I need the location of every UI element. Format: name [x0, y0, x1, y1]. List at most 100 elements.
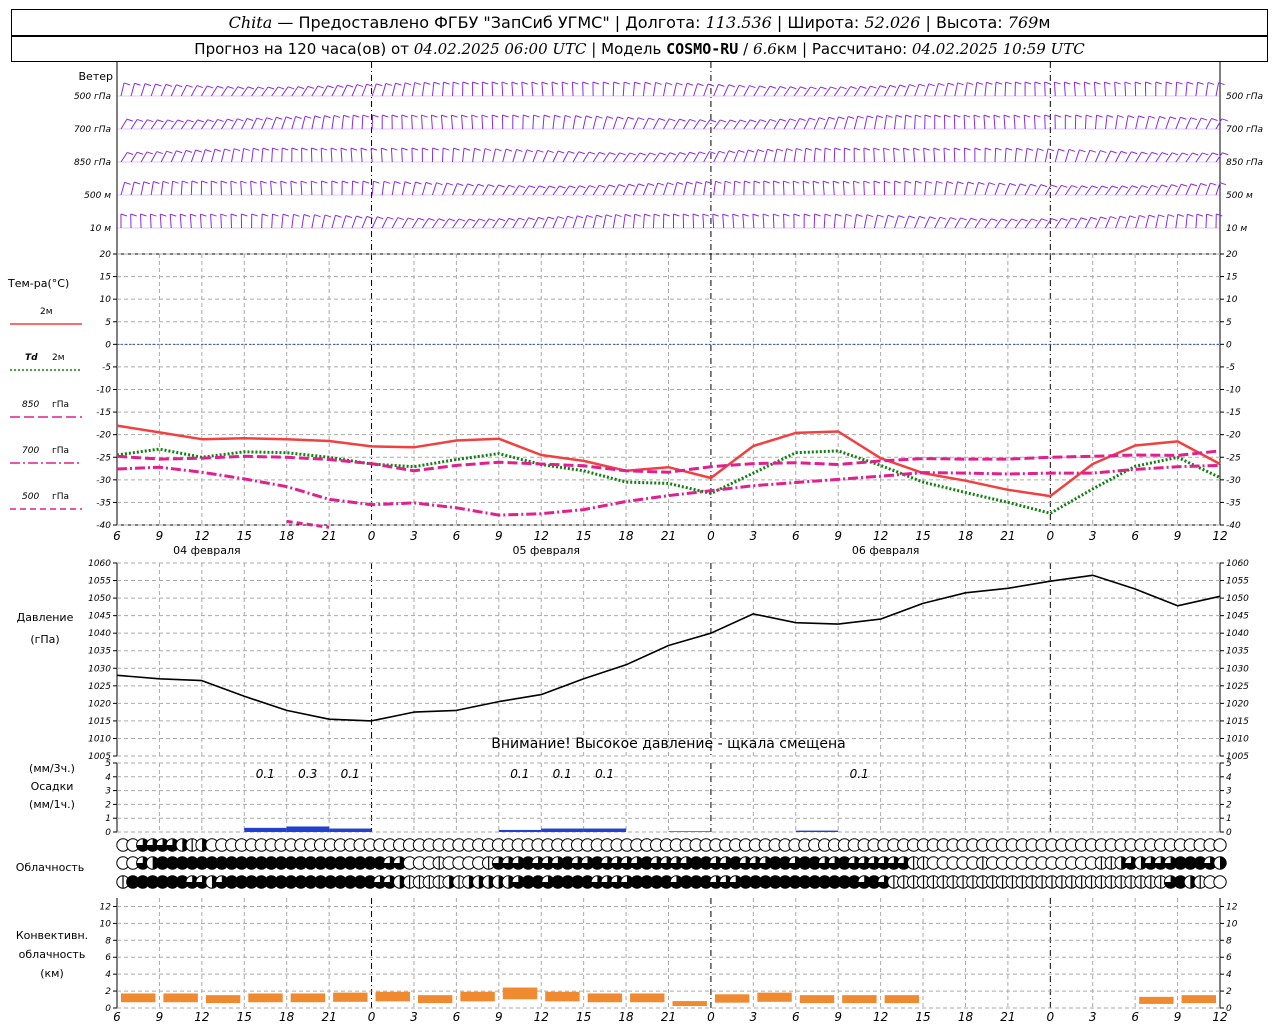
wind-barb: [341, 215, 347, 229]
cloud-fill: [680, 856, 693, 870]
wind-barb-flag: [606, 116, 614, 119]
wind-barb-flag: [634, 81, 641, 85]
conv-tick-left: 10: [100, 919, 112, 929]
cloud-fill: [719, 875, 733, 889]
cloud-fill: [591, 856, 604, 870]
wind-barb: [341, 84, 348, 97]
wind-barb-flag: [625, 213, 632, 217]
temp-tick-left: -40: [96, 521, 111, 531]
wind-barb: [742, 214, 745, 229]
wind-barb: [411, 115, 413, 130]
sep-1: |: [614, 13, 621, 32]
wind-barb: [251, 117, 258, 130]
wind-level-right: 700 гПа: [1226, 125, 1263, 135]
wind-barb: [140, 119, 148, 130]
wind-barb-flag: [1114, 81, 1121, 85]
wind-barb-flag: [957, 181, 964, 185]
cloud-octa-symbol: [521, 875, 535, 889]
wind-barb-flag: [1186, 81, 1194, 85]
wind-barb: [673, 152, 681, 163]
cloud-fill: [156, 838, 169, 852]
wind-barb: [251, 148, 254, 163]
wind-barb-flag: [665, 82, 673, 86]
wind-barb: [582, 115, 587, 130]
legend-prefix: 700: [22, 446, 39, 456]
wind-barb-flag: [1141, 185, 1148, 189]
wind-barb: [502, 218, 510, 229]
wind-barb: [743, 149, 749, 163]
wind-barb-flag: [840, 86, 847, 90]
hour-label-bottom: 6: [453, 1010, 461, 1024]
wind-barb: [712, 214, 715, 229]
wind-barb-flag: [210, 213, 217, 217]
cloud-fill: [877, 875, 891, 889]
wind-barb: [512, 149, 517, 163]
wind-barb: [1083, 82, 1086, 97]
cloud-octa-symbol: [155, 838, 170, 852]
wind-barb-flag: [484, 148, 492, 152]
cloud-fill: [541, 875, 555, 889]
prec-tick-right: 0: [1226, 828, 1232, 838]
wind-barb-flag: [539, 185, 546, 189]
wind-barb: [391, 217, 399, 229]
wind-barb-flag: [1196, 213, 1204, 217]
wind-barb-flag: [964, 147, 971, 151]
wind-barb-flag: [988, 182, 996, 186]
wind-barb-flag: [1024, 81, 1032, 85]
wind-barb: [552, 216, 559, 229]
cloud-fill: [344, 856, 357, 870]
cloud-fill: [314, 875, 327, 889]
wind-barb-flag: [467, 183, 474, 187]
wind-barb-flag: [963, 114, 971, 118]
wind-barb-flag: [518, 217, 525, 221]
wind-barb-flag: [1005, 147, 1013, 151]
wind-barb-flag: [993, 114, 1001, 118]
cloud-fill: [1164, 875, 1177, 889]
prec-tick-left: 1: [105, 814, 111, 824]
temp-tick-right: -25: [1226, 453, 1241, 463]
wind-barb-flag: [809, 117, 816, 121]
wind-barb: [150, 119, 158, 130]
cloud-octa-symbol: [600, 875, 614, 889]
wind-level-right: 10 м: [1226, 224, 1247, 234]
wind-barb: [974, 82, 978, 97]
cloud-octa-symbol: [877, 875, 891, 889]
header-station-line: Chita — Предоставлено ФГБУ "ЗапСиб УГМС"…: [11, 9, 1268, 36]
wind-barb: [210, 85, 218, 97]
cloud-fill: [858, 856, 871, 870]
temp-tick-right: 0: [1226, 340, 1232, 350]
wind-barb-flag: [1131, 151, 1138, 155]
cloud-octa-symbol: [254, 856, 269, 870]
wind-barb-flag: [324, 115, 331, 119]
wind-barb: [1145, 185, 1153, 196]
pres-tick-left: 1035: [88, 647, 111, 657]
cloud-fill: [1124, 856, 1138, 870]
wind-barb: [893, 148, 896, 163]
wind-barb: [753, 119, 761, 130]
wind-barb: [1195, 214, 1198, 229]
wind-barb: [221, 118, 228, 130]
wind-barb-flag: [453, 81, 460, 85]
wind-barb-flag: [488, 184, 495, 188]
cloud-octa-symbol: [738, 875, 753, 889]
cloud-octa-symbol: [808, 856, 822, 870]
wind-barb: [944, 181, 948, 196]
wind-barb: [874, 85, 881, 97]
wind-barb-flag: [1124, 81, 1132, 85]
computed-time: 04.02.2025 10:59 UTC: [911, 40, 1085, 58]
temp-series-line: [116, 424, 1221, 498]
hour-label-bottom: 18: [279, 1010, 295, 1024]
wind-barb-flag: [679, 118, 686, 122]
cloud-fill: [393, 856, 406, 870]
wind-barb-flag: [763, 180, 770, 184]
wind-barb-flag: [356, 215, 363, 219]
cloud-fill: [620, 856, 634, 870]
wind-barb: [1074, 149, 1080, 163]
pres-tick-right: 1035: [1226, 647, 1249, 657]
wind-barb-flag: [1034, 114, 1041, 118]
wind-barb-flag: [696, 181, 703, 185]
wind-barb-flag: [1089, 149, 1097, 153]
wind-barb: [773, 86, 781, 97]
wind-barb: [904, 84, 910, 97]
precip-value-label: 0.1: [595, 767, 614, 781]
